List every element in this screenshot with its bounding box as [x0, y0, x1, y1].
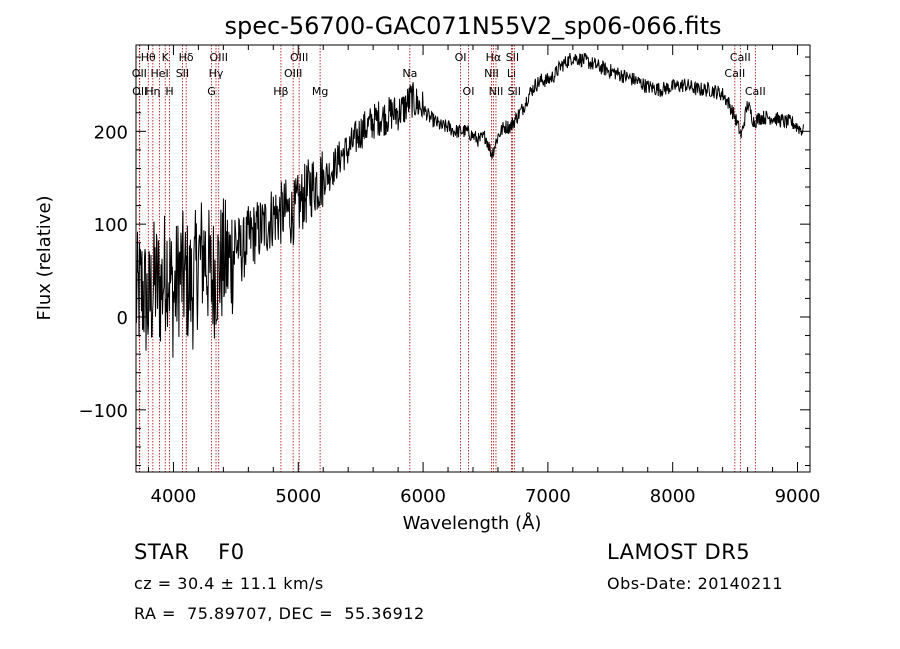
line-label: G [207, 85, 216, 98]
line-label: SII [176, 67, 189, 80]
line-label: SII [506, 51, 519, 64]
x-axis-label: Wavelength (Å) [403, 512, 542, 534]
line-label: NII [484, 67, 499, 80]
line-label: OIII [210, 51, 228, 64]
line-label: CaII [745, 85, 766, 98]
x-tick-label: 7000 [525, 486, 571, 507]
line-label: OIII [284, 67, 302, 80]
line-label: Hδ [179, 51, 194, 64]
line-label: Hγ [209, 67, 224, 80]
coordinates: RA = 75.89707, DEC = 55.36912 [134, 604, 425, 623]
object-class: STAR F0 [134, 540, 245, 564]
y-tick-label: −100 [79, 401, 128, 422]
line-label: CaII [730, 51, 751, 64]
line-label: OIII [290, 51, 308, 64]
line-label: NII [489, 85, 504, 98]
spectrum-series [135, 52, 804, 358]
x-tick-label: 4000 [151, 486, 197, 507]
line-label: Hη [145, 85, 160, 98]
observation-date: Obs-Date: 20140211 [607, 574, 784, 593]
line-label: OI [455, 51, 467, 64]
line-label: SII [508, 85, 521, 98]
line-label: Hα [486, 51, 502, 64]
spectrum-line [135, 52, 804, 358]
x-tick-label: 8000 [650, 486, 696, 507]
line-label: CaII [724, 67, 745, 80]
line-label: Hβ [273, 85, 288, 98]
x-tick-label: 6000 [400, 486, 446, 507]
x-tick-label: 9000 [775, 486, 821, 507]
y-tick-label: 200 [94, 122, 128, 143]
line-label: OI [463, 85, 475, 98]
y-axis-label: Flux (relative) [34, 195, 55, 320]
redshift-velocity: cz = 30.4 ± 11.1 km/s [134, 574, 324, 593]
y-tick-label: 100 [94, 215, 128, 236]
line-label: H [165, 85, 173, 98]
plot-frame [135, 44, 811, 473]
survey-name: LAMOST DR5 [607, 540, 751, 564]
line-label: HeI [150, 67, 168, 80]
line-label: Mg [312, 85, 328, 98]
chart-title: spec-56700-GAC071N55V2_sp06-066.fits [225, 12, 722, 40]
x-axis: 4000 5000 6000 7000 8000 9000 [147, 45, 821, 507]
line-label: Hθ [141, 51, 156, 64]
y-tick-label: 0 [117, 308, 128, 329]
x-tick-label: 5000 [275, 486, 321, 507]
y-axis: −100 0 100 200 [79, 56, 810, 467]
line-label: Na [402, 67, 417, 80]
line-label: Li [507, 67, 516, 80]
line-label: K [162, 51, 170, 64]
